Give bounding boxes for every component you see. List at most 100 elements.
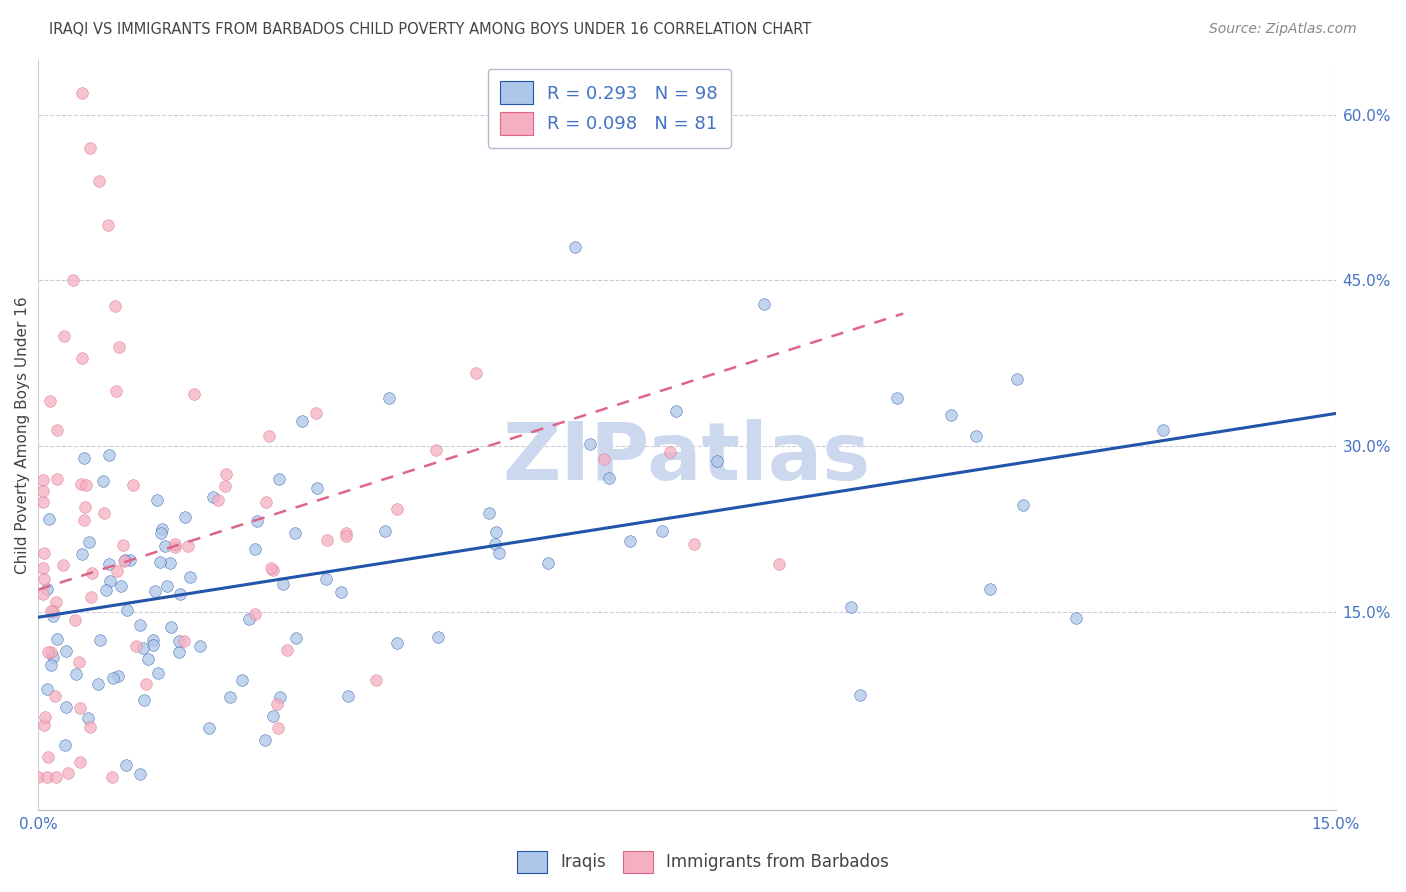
Point (31, 473, 53, 487)
Point (579, 437, 602, 451)
Point (651, 524, 673, 538)
Point (291, 414, 314, 428)
Point (231, 673, 253, 688)
Point (207, 492, 229, 507)
Point (1064, 611, 1087, 625)
Point (169, 587, 191, 601)
Point (37, 645, 59, 659)
Point (174, 510, 197, 524)
Point (136, 652, 159, 666)
Point (337, 689, 360, 703)
Point (165, 540, 187, 554)
Point (245, 607, 267, 621)
Point (316, 533, 339, 548)
Point (105, 565, 128, 579)
Point (45, 770, 67, 784)
Point (478, 507, 501, 521)
Point (177, 539, 200, 553)
Point (114, 553, 136, 567)
Point (260, 561, 283, 575)
Point (335, 525, 357, 540)
Point (150, 522, 173, 536)
Point (256, 495, 278, 509)
Point (484, 536, 506, 550)
Point (536, 556, 558, 570)
Point (267, 472, 290, 486)
Point (262, 709, 284, 723)
Point (238, 612, 260, 626)
Point (665, 403, 688, 417)
Point (201, 490, 224, 504)
Point (52, 558, 75, 572)
Point (73, 451, 96, 466)
Point (53, 328, 76, 343)
Point (79, 720, 101, 734)
Point (706, 454, 728, 468)
Point (425, 442, 447, 457)
Point (91, 474, 114, 488)
Point (39, 658, 62, 673)
Text: Source: ZipAtlas.com: Source: ZipAtlas.com (1209, 22, 1357, 37)
Point (32, 495, 55, 509)
Point (93, 506, 115, 520)
Point (159, 557, 181, 571)
Point (37, 750, 59, 764)
Point (44, 689, 66, 703)
Point (387, 636, 409, 650)
Point (198, 721, 221, 735)
Point (45, 472, 67, 486)
Point (115, 603, 138, 617)
Point (42, 609, 65, 624)
Point (179, 570, 201, 584)
Point (150, 526, 173, 541)
Point (128, 766, 150, 780)
Point (484, 524, 506, 539)
Point (107, 669, 129, 683)
Point (305, 481, 328, 495)
Point (564, 240, 586, 254)
Point (142, 632, 165, 647)
Point (98, 574, 121, 588)
Point (385, 502, 408, 516)
Point (330, 585, 353, 599)
Point (271, 576, 294, 591)
Point (145, 493, 167, 508)
Point (886, 391, 908, 405)
Point (62, 273, 84, 287)
Point (75, 478, 97, 492)
Point (111, 538, 134, 552)
Point (39, 644, 62, 658)
Point (34, 710, 56, 724)
Point (315, 572, 337, 586)
Point (27, 770, 49, 784)
Point (70, 86, 93, 100)
Point (35, 770, 58, 784)
Point (32, 561, 55, 575)
Point (269, 690, 291, 705)
Point (257, 429, 280, 443)
Point (79, 535, 101, 549)
Point (939, 408, 962, 422)
Point (488, 546, 510, 560)
Point (285, 632, 308, 646)
Point (378, 391, 401, 405)
Point (41, 649, 63, 664)
Point (266, 697, 288, 711)
Point (46, 423, 69, 437)
Point (38, 512, 60, 526)
Point (215, 467, 238, 481)
Point (45, 632, 67, 647)
Point (97, 557, 120, 571)
Point (979, 582, 1001, 596)
Point (598, 470, 620, 484)
Point (188, 640, 211, 654)
Point (1152, 423, 1174, 437)
Point (79, 141, 101, 155)
Point (267, 721, 290, 735)
Point (849, 688, 872, 702)
Point (965, 429, 987, 443)
Point (104, 299, 127, 313)
Point (132, 692, 155, 706)
Point (118, 553, 141, 567)
Point (335, 529, 357, 543)
